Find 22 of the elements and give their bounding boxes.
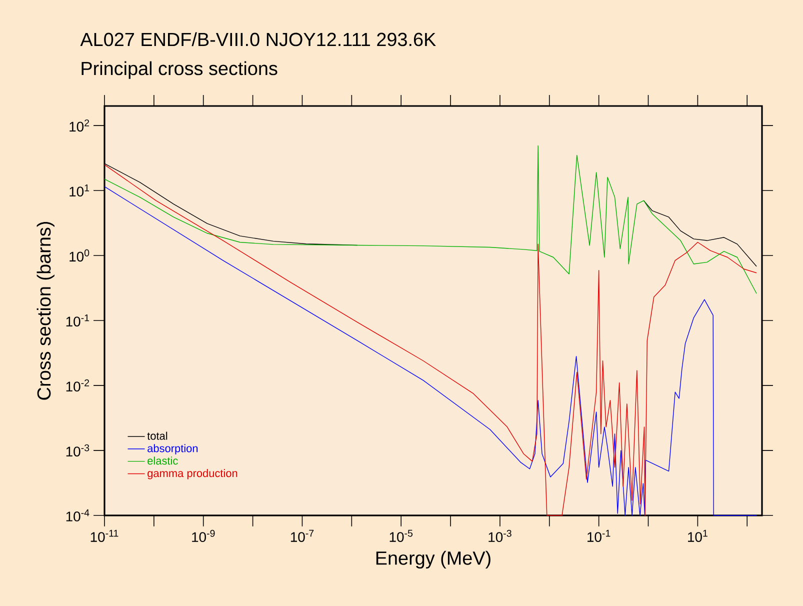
y-tick-label: 10$^{0}$	[70, 249, 90, 262]
legend-label: total	[147, 432, 168, 440]
y-tick-label: 10$^{-1}$	[66, 314, 90, 327]
x-tick-label: 10$^{-11}$	[90, 530, 118, 542]
x-tick-label: 10$^{-1}$	[588, 530, 610, 542]
x-tick-label: 10$^{1}$	[688, 530, 708, 542]
x-tick-label: 10$^{-5}$	[390, 530, 413, 542]
y-tick-label: 10$^{-2}$	[66, 379, 90, 392]
x-tick-label: 10$^{-9}$	[192, 530, 215, 542]
x-tick-label: 10$^{-7}$	[290, 530, 314, 542]
y-tick-label: 10$^{-3}$	[66, 444, 90, 457]
x-axis-title: Energy (MeV)	[376, 550, 490, 569]
y-tick-label: 10$^{-4}$	[66, 509, 90, 522]
legend-label: absorption	[148, 444, 198, 454]
x-tick-label: 10$^{-3}$	[488, 530, 512, 542]
y-axis-title: Cross section (barns)	[36, 222, 54, 400]
chart-subtitle: Principal cross sections	[82, 61, 278, 79]
chart-title: AL027 ENDF/B-VIII.0 NJOY12.111 293.6K	[80, 32, 436, 46]
y-tick-label: 10$^{1}$	[70, 184, 90, 197]
legend-label: gamma production	[148, 469, 238, 480]
legend-label: elastic	[148, 456, 178, 465]
y-tick-label: 10$^{2}$	[70, 119, 90, 132]
